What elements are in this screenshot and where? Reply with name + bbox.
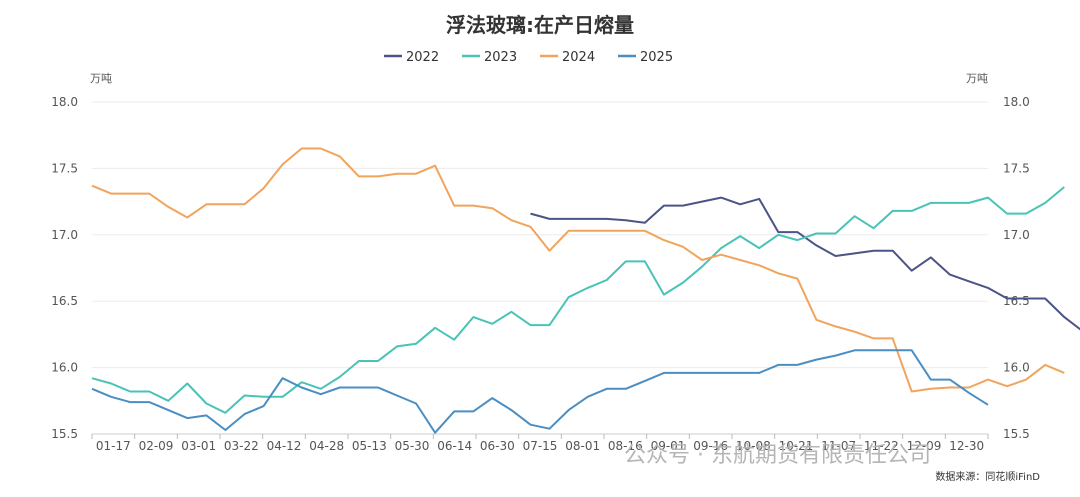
x-tick-label: 12-09 (907, 439, 942, 453)
legend-label: 2025 (640, 50, 673, 65)
x-tick-label: 03-01 (181, 439, 216, 453)
gridlines (92, 101, 988, 435)
y-tick-label-right: 17.5 (1003, 161, 1030, 175)
x-tick-label: 08-01 (565, 439, 600, 453)
x-tick-label: 11-07 (821, 439, 856, 453)
source-note: 数据来源：同花顺iFinD (935, 470, 1040, 483)
x-tick-label: 12-30 (949, 439, 984, 453)
x-tick-label: 06-14 (437, 439, 472, 453)
series-line-2025 (91, 349, 989, 434)
legend-item-2024[interactable]: 2024 (540, 50, 595, 65)
y-axis-left: 15.5 16.0 16.5 17.0 17.5 18.0 (51, 95, 78, 441)
x-tick-label: 02-09 (139, 439, 174, 453)
legend-item-2022[interactable]: 2022 (384, 50, 439, 65)
y-tick-label-right: 16.5 (1003, 294, 1030, 308)
x-tick-label: 05-30 (395, 439, 430, 453)
y-tick-label-right: 15.5 (1003, 427, 1030, 441)
x-tick-label: 10-21 (779, 439, 814, 453)
y-axis-unit-right: 万吨 (966, 72, 988, 85)
series-line-2022 (530, 196, 1080, 331)
x-tick-label: 04-12 (267, 439, 302, 453)
x-tick-label: 03-22 (224, 439, 259, 453)
x-tick-label: 08-16 (608, 439, 643, 453)
y-tick-label-left: 18.0 (51, 95, 78, 109)
y-tick-label-right: 16.0 (1003, 361, 1030, 375)
y-tick-label-left: 17.0 (51, 228, 78, 242)
x-tick-label: 01-17 (96, 439, 131, 453)
y-tick-label-left: 16.0 (51, 361, 78, 375)
legend-item-2023[interactable]: 2023 (462, 50, 517, 65)
chart-title: 浮法玻璃:在产日熔量 (446, 13, 634, 37)
legend-label: 2023 (484, 50, 517, 65)
x-tick-label: 10-08 (736, 439, 771, 453)
x-tick-label: 11-22 (864, 439, 899, 453)
x-tick-label: 07-15 (523, 439, 558, 453)
legend-item-2025[interactable]: 2025 (618, 50, 673, 65)
legend-label: 2024 (562, 50, 595, 65)
x-tick-label: 09-16 (693, 439, 728, 453)
watermark-text: 公众号 · 东航期货有限责任公司 (624, 443, 931, 468)
legend[interactable]: 2022 2023 2024 2025 (384, 50, 673, 65)
x-tick-label: 06-30 (480, 439, 515, 453)
x-axis: 01-17 02-09 03-01 03-22 04-12 04-28 05-13 05-30… (91, 434, 989, 453)
y-tick-label-left: 16.5 (51, 294, 78, 308)
x-tick-label: 09-01 (651, 439, 686, 453)
x-tick-label: 04-28 (309, 439, 344, 453)
legend-label: 2022 (406, 50, 439, 65)
y-tick-label-right: 18.0 (1003, 95, 1030, 109)
series-layer (91, 147, 1080, 434)
y-axis-right: 15.5 16.0 16.5 17.0 17.5 18.0 (1003, 95, 1030, 441)
series-line-2023 (91, 186, 1065, 414)
y-tick-label-left: 15.5 (51, 427, 78, 441)
x-tick-label: 05-13 (352, 439, 387, 453)
series-line-2024 (91, 147, 1065, 393)
y-tick-label-left: 17.5 (51, 161, 78, 175)
y-axis-unit-left: 万吨 (90, 72, 112, 85)
y-tick-label-right: 17.0 (1003, 228, 1030, 242)
